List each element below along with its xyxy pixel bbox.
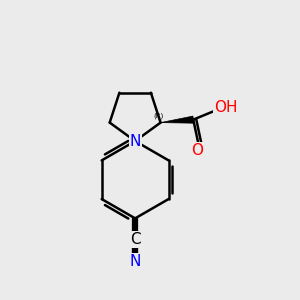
Polygon shape — [160, 116, 194, 123]
Text: N: N — [130, 134, 141, 148]
Text: C: C — [130, 232, 140, 247]
Text: O: O — [191, 143, 203, 158]
Text: N: N — [130, 254, 141, 269]
Text: (R): (R) — [153, 113, 163, 119]
Text: OH: OH — [214, 100, 238, 115]
